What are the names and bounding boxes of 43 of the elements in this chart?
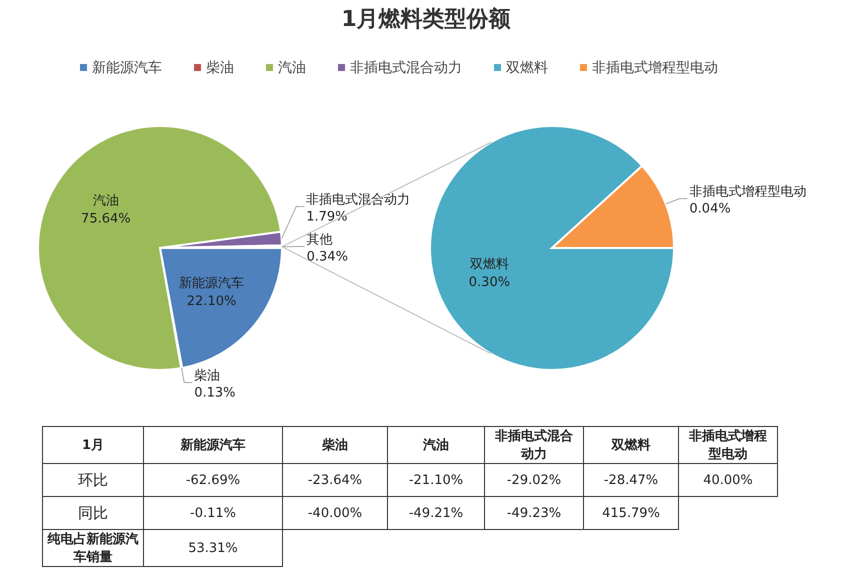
text: -62.69% [186, 472, 240, 488]
slice-label: 非插电式增程型电动 [689, 184, 806, 200]
data-label: 0.34% [306, 250, 348, 265]
text: 53.31% [188, 540, 238, 556]
data-label: 0.13% [194, 385, 236, 400]
slice-label: 非插电式混合动力 [306, 192, 410, 208]
text: -23.64% [308, 472, 362, 488]
legend-label: 非插电式增程型电动 [592, 60, 718, 76]
text: -49.21% [408, 506, 464, 520]
text: 40.00% [703, 472, 753, 488]
category-label: 环比 [78, 470, 108, 488]
text: -29.02% [506, 472, 562, 488]
slice-label: 双燃料 [470, 257, 509, 272]
data-label: 22.10% [186, 294, 236, 309]
text: -0.11% [190, 506, 236, 520]
category-label: 非插电式混合动力 [484, 426, 584, 464]
legend-label: 双燃料 [506, 60, 548, 76]
legend-label: 汽油 [278, 60, 306, 76]
data-label: 75.64% [81, 211, 131, 226]
slice-label: 柴油 [194, 368, 220, 384]
text: 415.79% [602, 506, 660, 520]
slice-label: 其他 [306, 232, 333, 248]
text: -28.47% [604, 472, 658, 488]
category-label: 柴油 [282, 426, 388, 464]
legend-label: 新能源汽车 [92, 60, 162, 76]
text: -49.23% [506, 506, 562, 520]
category-label: 汽油 [388, 426, 484, 464]
category-label: 新能源汽车 [144, 426, 282, 464]
data-label: 0.04% [689, 202, 731, 217]
category-label: 非插电式增程型电动 [678, 426, 778, 464]
text: 1月 [42, 426, 144, 464]
text: -40.00% [308, 506, 362, 520]
category-label: 同比 [78, 504, 108, 522]
data-label: 1.79% [306, 210, 348, 225]
text: -21.10% [408, 472, 464, 488]
slice-label: 汽油 [92, 193, 119, 208]
legend-label: 柴油 [206, 60, 234, 76]
data-label: 0.30% [468, 275, 510, 290]
chart-title: 1月燃料类型份额 [341, 6, 512, 32]
legend-label: 非插电式混合动力 [350, 60, 462, 76]
category-label: 双燃料 [584, 426, 678, 464]
slice-label: 新能源汽车 [179, 276, 244, 291]
category-label: 纯电占新能源汽车销量 [48, 532, 138, 565]
